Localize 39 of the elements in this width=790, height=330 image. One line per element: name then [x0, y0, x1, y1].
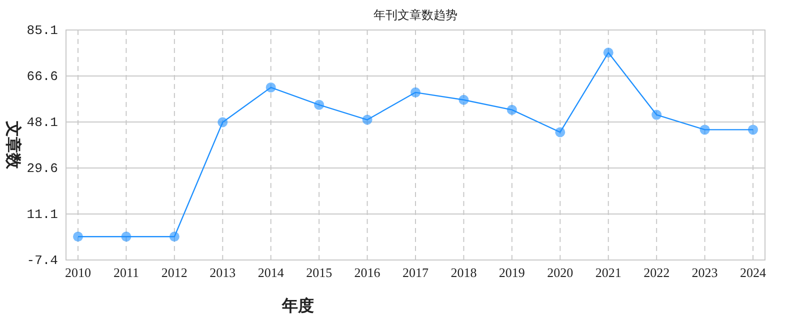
x-tick-label: 2016	[354, 265, 381, 280]
x-tick-label: 2019	[498, 265, 525, 280]
point	[314, 100, 324, 110]
point	[410, 87, 420, 98]
point	[506, 104, 517, 115]
chart-title: 年刊文章数趋势	[374, 8, 458, 22]
y-axis-title: 文章数	[4, 120, 23, 170]
point	[652, 110, 662, 120]
y-tick-label: 11.1	[26, 207, 58, 222]
x-tick-label: 2021	[595, 265, 622, 280]
x-tick-label: 2010	[65, 265, 91, 280]
y-tick-label: 29.6	[26, 161, 58, 176]
x-axis-title: 年度	[281, 296, 314, 315]
y-tick-label: 85.1	[26, 23, 58, 38]
point	[700, 124, 710, 135]
x-tick-label: 2022	[644, 265, 670, 280]
x-tick-label: 2017	[402, 265, 429, 280]
y-tick-label: 66.6	[26, 69, 58, 84]
point	[169, 232, 180, 242]
x-tick-label: 2015	[306, 265, 332, 280]
point	[458, 94, 469, 105]
x-tick-label: 2011	[113, 265, 139, 280]
point	[362, 114, 372, 125]
x-tick-label: 2013	[210, 265, 236, 280]
point	[555, 127, 566, 138]
x-tick-label: 2018	[450, 265, 477, 280]
x-tick-label: 2012	[161, 265, 188, 280]
x-tick-label: 2020	[547, 265, 574, 280]
point	[603, 48, 614, 58]
point	[121, 232, 132, 242]
x-tick-label: 2014	[258, 265, 284, 280]
point	[748, 124, 758, 135]
y-tick-label: -7.4	[26, 253, 58, 268]
point	[266, 82, 276, 92]
x-tick-label: 2023	[692, 265, 718, 280]
x-tick-label: 2024	[740, 265, 766, 280]
point	[218, 117, 228, 128]
point	[73, 232, 83, 242]
y-tick-label: 48.1	[26, 115, 58, 130]
